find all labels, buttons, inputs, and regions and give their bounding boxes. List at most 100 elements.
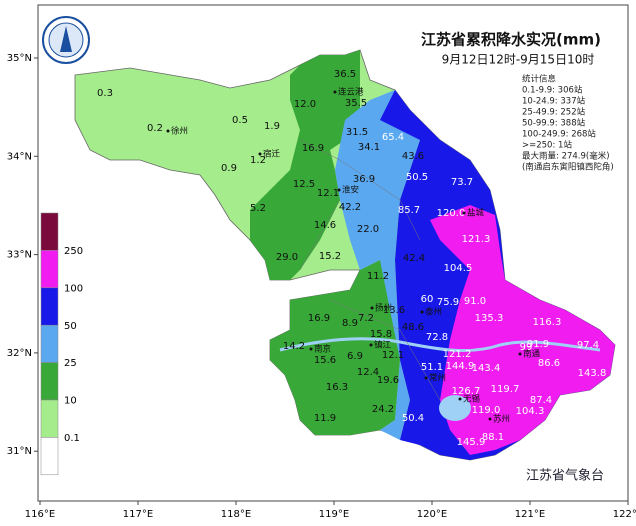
x-tick-label: 122°E bbox=[613, 509, 636, 520]
city-name: 常州 bbox=[429, 373, 446, 384]
station-value: 85.7 bbox=[398, 205, 420, 216]
station-value: 0.9 bbox=[221, 163, 237, 174]
city-dot bbox=[488, 417, 492, 421]
station-value: 51.1 bbox=[421, 362, 443, 373]
station-value: 12.1 bbox=[382, 350, 404, 361]
station-value: 48.6 bbox=[402, 322, 424, 333]
legend-swatch bbox=[40, 212, 59, 251]
city-dot bbox=[166, 129, 170, 133]
station-value: 91.9 bbox=[527, 339, 549, 350]
station-value: 0.3 bbox=[97, 88, 113, 99]
station-value: 16.9 bbox=[308, 313, 330, 324]
station-value: 145.9 bbox=[457, 437, 486, 448]
city-name: 扬州 bbox=[375, 303, 392, 314]
stats-line: 100-249.9: 268站 bbox=[522, 129, 596, 140]
legend-label: 50 bbox=[64, 321, 77, 332]
city-dot bbox=[333, 90, 337, 94]
station-value: 104.5 bbox=[444, 263, 473, 274]
x-tick-label: 118°E bbox=[221, 509, 251, 520]
station-value: 15.2 bbox=[319, 251, 341, 262]
x-tick-label: 121°E bbox=[515, 509, 545, 520]
station-value: 0.2 bbox=[147, 123, 163, 134]
stats-line: 50-99.9: 388站 bbox=[522, 118, 586, 129]
city-dot bbox=[518, 352, 522, 356]
station-value: 143.8 bbox=[578, 368, 607, 379]
stats-line: >=250: 1站 bbox=[522, 140, 572, 151]
station-value: 7.2 bbox=[358, 313, 374, 324]
station-value: 119.7 bbox=[491, 384, 520, 395]
station-value: 0.5 bbox=[232, 115, 248, 126]
station-value: 73.7 bbox=[451, 177, 473, 188]
station-value: 50.5 bbox=[406, 172, 428, 183]
city-name: 无锡 bbox=[463, 395, 481, 405]
station-value: 119.0 bbox=[472, 405, 501, 416]
station-value: 15.8 bbox=[370, 329, 392, 340]
city-dot bbox=[462, 211, 466, 215]
station-value: 143.4 bbox=[472, 363, 501, 374]
city-name: 盐城 bbox=[467, 208, 485, 219]
station-value: 8.9 bbox=[342, 318, 358, 329]
legend-label: 100 bbox=[64, 283, 83, 294]
station-value: 16.9 bbox=[302, 143, 324, 154]
station-value: 34.1 bbox=[358, 142, 380, 153]
stats-line: 统计信息 bbox=[522, 74, 557, 85]
legend-swatch bbox=[40, 362, 59, 401]
city-name: 泰州 bbox=[425, 307, 442, 318]
station-value: 36.5 bbox=[334, 69, 356, 80]
legend-label: 0.1 bbox=[64, 433, 80, 444]
x-tick-label: 119°E bbox=[319, 509, 349, 520]
y-tick-label: 32°N bbox=[7, 348, 32, 359]
province-map bbox=[74, 49, 616, 461]
y-tick-label: 31°N bbox=[7, 446, 32, 457]
legend: 250 100 50 25 10 0.1 bbox=[40, 212, 83, 476]
station-value: 120.0 bbox=[437, 208, 466, 219]
station-value: 65.4 bbox=[382, 132, 404, 143]
city-dot bbox=[369, 343, 373, 347]
subtitle: 9月12日12时-9月15日10时 bbox=[442, 53, 595, 67]
city-name: 淮安 bbox=[342, 185, 359, 196]
legend-swatch bbox=[40, 324, 59, 363]
x-tick-label: 116°E bbox=[25, 509, 55, 520]
station-value: 12.1 bbox=[317, 188, 339, 199]
footer: 江苏省气象台 bbox=[526, 468, 604, 484]
city-dot bbox=[258, 152, 262, 156]
stats-line: 最大雨量: 274.9(毫米) bbox=[522, 151, 610, 162]
station-value: 126.7 bbox=[452, 386, 481, 397]
legend-label: 10 bbox=[64, 396, 77, 407]
city-dot bbox=[424, 376, 428, 380]
station-value: 43.6 bbox=[402, 151, 424, 162]
city-dot bbox=[458, 397, 462, 401]
legend-label: 25 bbox=[64, 358, 77, 369]
station-value: 19.6 bbox=[377, 375, 399, 386]
station-value: 22.0 bbox=[357, 224, 379, 235]
station-value: 72.8 bbox=[426, 332, 448, 343]
station-value: 35.5 bbox=[345, 98, 367, 109]
station-value: 1.9 bbox=[264, 121, 280, 132]
x-tick-label: 120°E bbox=[417, 509, 447, 520]
station-value: 36.9 bbox=[353, 174, 375, 185]
station-value: 116.3 bbox=[533, 317, 562, 328]
station-value: 12.4 bbox=[357, 367, 379, 378]
station-value: 144.9 bbox=[446, 361, 475, 372]
legend-swatch bbox=[40, 287, 59, 326]
station-value: 50.4 bbox=[402, 413, 424, 424]
station-value: 86.6 bbox=[538, 358, 560, 369]
y-tick-label: 34°N bbox=[7, 151, 32, 162]
station-value: 12.0 bbox=[294, 99, 316, 110]
station-value: 11.2 bbox=[367, 271, 389, 282]
y-tick-label: 35°N bbox=[7, 53, 32, 64]
y-tick-label: 33°N bbox=[7, 250, 32, 261]
legend-swatch bbox=[40, 250, 59, 289]
station-value: 16.3 bbox=[326, 382, 348, 393]
station-value: 5.2 bbox=[250, 203, 266, 214]
city-name: 连云港 bbox=[338, 87, 364, 98]
station-value: 6.9 bbox=[347, 351, 363, 362]
station-value: 135.3 bbox=[475, 313, 504, 324]
station-value: 12.5 bbox=[293, 179, 315, 190]
stats-line: 25-49.9: 252站 bbox=[522, 107, 586, 118]
city-name: 南京 bbox=[314, 344, 331, 355]
station-value: 11.9 bbox=[314, 413, 336, 424]
station-value: 42.2 bbox=[339, 202, 361, 213]
station-value: 121.3 bbox=[462, 234, 491, 245]
logo bbox=[42, 16, 90, 64]
